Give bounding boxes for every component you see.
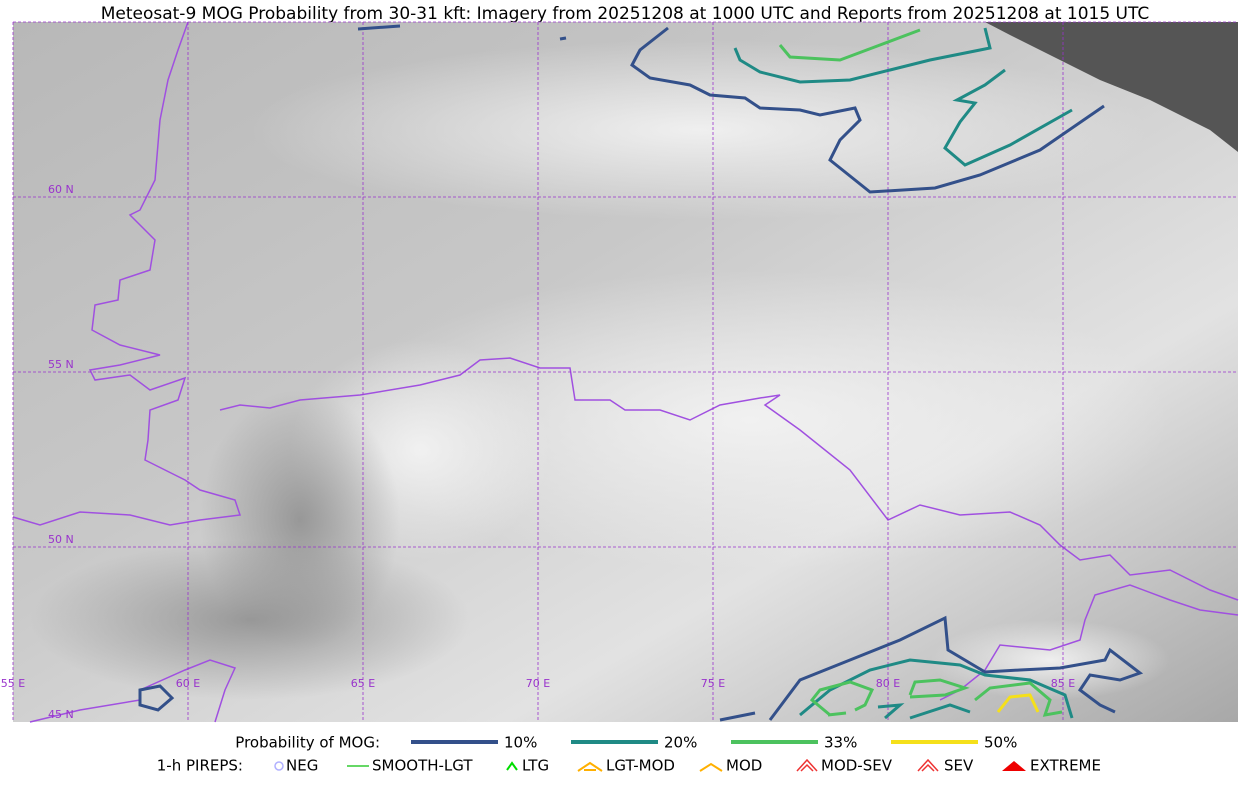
- lon-label: 65 E: [351, 677, 375, 690]
- pirep-icon: [577, 761, 603, 772]
- legend: Probability of MOG: 10% 20% 33% 50% 1-h PIREP…: [157, 734, 1101, 775]
- lon-label: 60 E: [176, 677, 200, 690]
- legend-label: EXTREME: [1030, 757, 1101, 775]
- legend-label: MOD-SEV: [821, 757, 893, 775]
- legend-label: 33%: [824, 734, 857, 752]
- title: Meteosat-9 MOG Probability from 30-31 kf…: [101, 4, 1150, 24]
- cloud: [330, 270, 1170, 570]
- cloud: [250, 40, 1150, 220]
- legend-label: MOD: [726, 757, 762, 775]
- legend-label: LGT-MOD: [606, 757, 675, 775]
- legend-label: SMOOTH-LGT: [372, 757, 473, 775]
- legend-title: Probability of MOG:: [235, 734, 380, 752]
- lon-label: 80 E: [876, 677, 900, 690]
- lat-label: 45 N: [48, 708, 74, 721]
- pirep-icon: [1002, 761, 1026, 771]
- legend-label: 10%: [504, 734, 537, 752]
- pirep-icon: [917, 758, 939, 772]
- lon-label: 70 E: [526, 677, 550, 690]
- legend-label: 20%: [664, 734, 697, 752]
- legend-label: SEV: [944, 757, 974, 775]
- pirep-icon: [699, 762, 723, 772]
- legend-label: LTG: [522, 757, 549, 775]
- pirep-icon: [796, 758, 818, 772]
- legend-label: 50%: [984, 734, 1017, 752]
- lat-label: 60 N: [48, 183, 74, 196]
- lat-label: 50 N: [48, 533, 74, 546]
- legend-label: NEG: [286, 757, 318, 775]
- lon-label: 85 E: [1051, 677, 1075, 690]
- map: 60 N 55 N 50 N 45 N 55 E 60 E 65 E 70 E 75 E 80 E…: [1, 21, 1239, 723]
- dark-area: [30, 540, 470, 700]
- contours: [138, 24, 1144, 722]
- cloud: [930, 620, 1170, 700]
- lon-label: 75 E: [701, 677, 725, 690]
- no-data: [985, 22, 1238, 152]
- legend-title: 1-h PIREPS:: [157, 757, 243, 775]
- pirep-icon: [506, 761, 518, 771]
- lon-label: 55 E: [1, 677, 25, 690]
- pirep-icon: [274, 761, 284, 771]
- lat-label: 55 N: [48, 358, 74, 371]
